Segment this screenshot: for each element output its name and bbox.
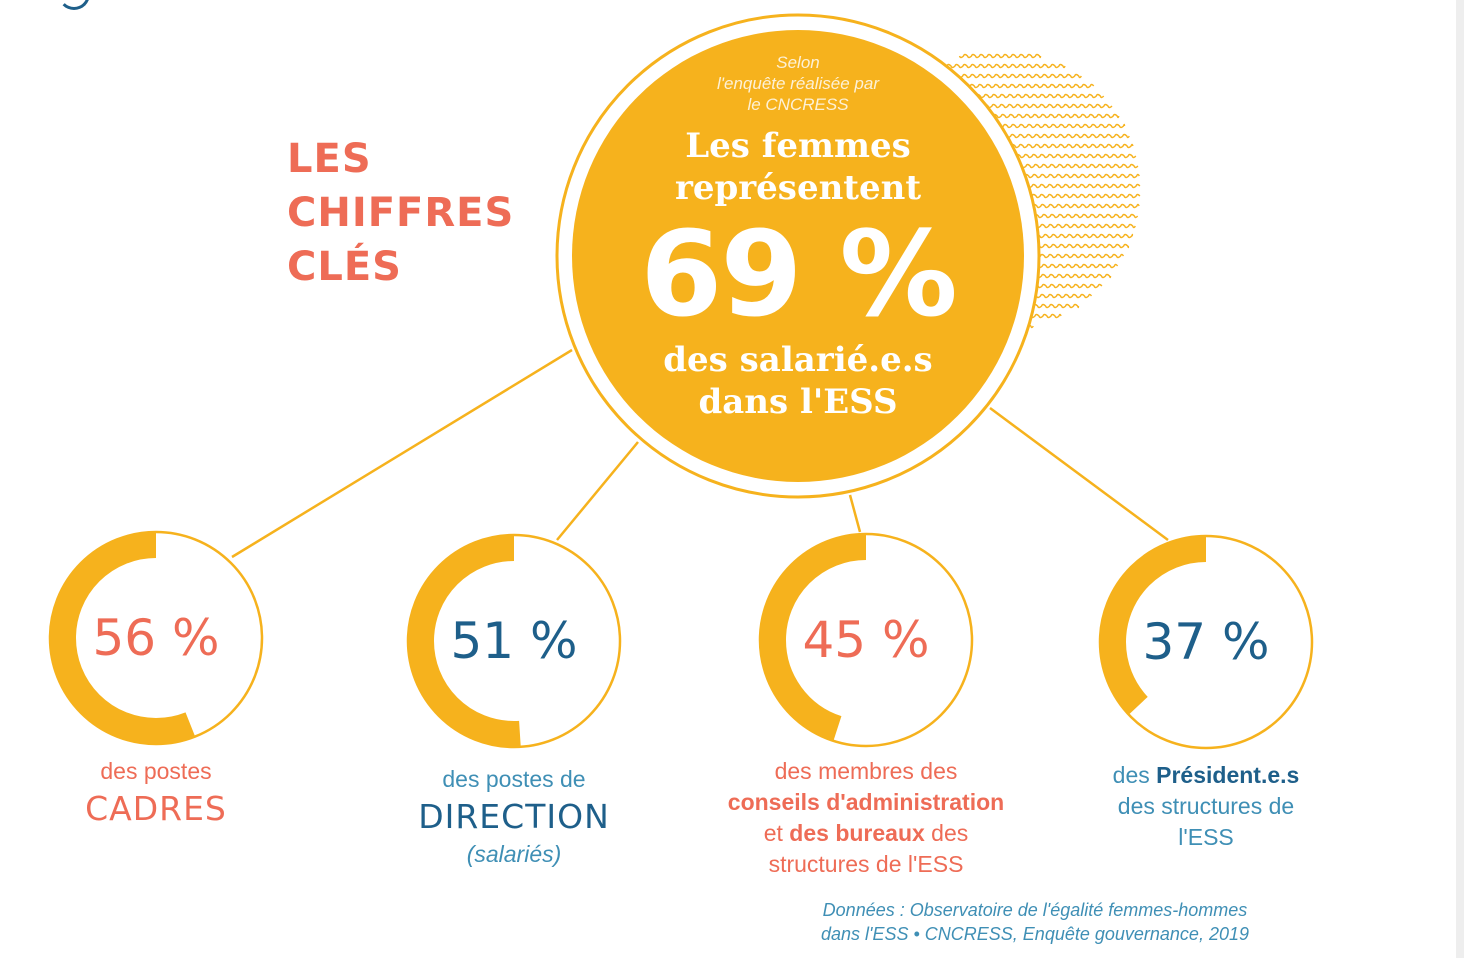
heading-line: LES [287,136,372,182]
hero-survey-note: Selon l'enquête réalisée par le CNCRESS [688,52,908,115]
stat-caption: des Président.e.s des structures de l'ESS [1112,762,1300,850]
source-note: Données : Observatoire de l'égalité femm… [760,898,1310,946]
hero-tail-line: des salarié.e.s [663,340,933,380]
hero-percentage: 69 % [640,205,958,343]
section-heading: LES CHIFFRES CLÉS [287,132,587,294]
wave-line [958,53,1042,59]
stat-caption: des postes de DIRECTION (salariés) [418,766,610,867]
hero-circle [555,13,1041,499]
stat-progress-arc [760,534,972,746]
connector-line [989,406,1169,542]
stat-rings [48,530,1314,750]
hero-disc [572,30,1024,482]
connector-line [231,348,573,559]
hero-lead-line: Les femmes [685,126,911,166]
hero-text: Selon l'enquête réalisée par le CNCRESS … [582,52,1014,423]
connector-lines [231,348,1169,559]
connector-line [848,494,862,533]
source-line: Données : Observatoire de l'égalité femm… [822,900,1248,920]
stat-percentage: 51 % [450,612,578,670]
heading-line: CLÉS [287,244,402,290]
survey-line: Selon [776,53,820,72]
stat-progress-arc [408,535,620,747]
survey-line: le CNCRESS [747,95,849,114]
heading-line: CHIFFRES [287,190,515,236]
stat-percentage: 56 % [92,609,220,667]
page-edge [1456,0,1464,958]
hero-tail-line: dans l'ESS [698,382,898,422]
stat-percentage: 37 % [1142,613,1270,671]
wave-line [934,63,1066,69]
survey-line: l'enquête réalisée par [716,74,880,93]
source-line: dans l'ESS • CNCRESS, Enquête gouvernanc… [821,924,1249,944]
stat-percentage: 45 % [802,611,930,669]
stat-progress-arc [50,532,262,744]
stat-progress-arc [1100,536,1312,748]
stat-caption: des postes CADRES [85,758,227,828]
connector-line [556,441,639,541]
hero-lead-line: représentent [674,168,922,208]
stat-caption: des membres des conseils d'administration… [727,758,1005,877]
